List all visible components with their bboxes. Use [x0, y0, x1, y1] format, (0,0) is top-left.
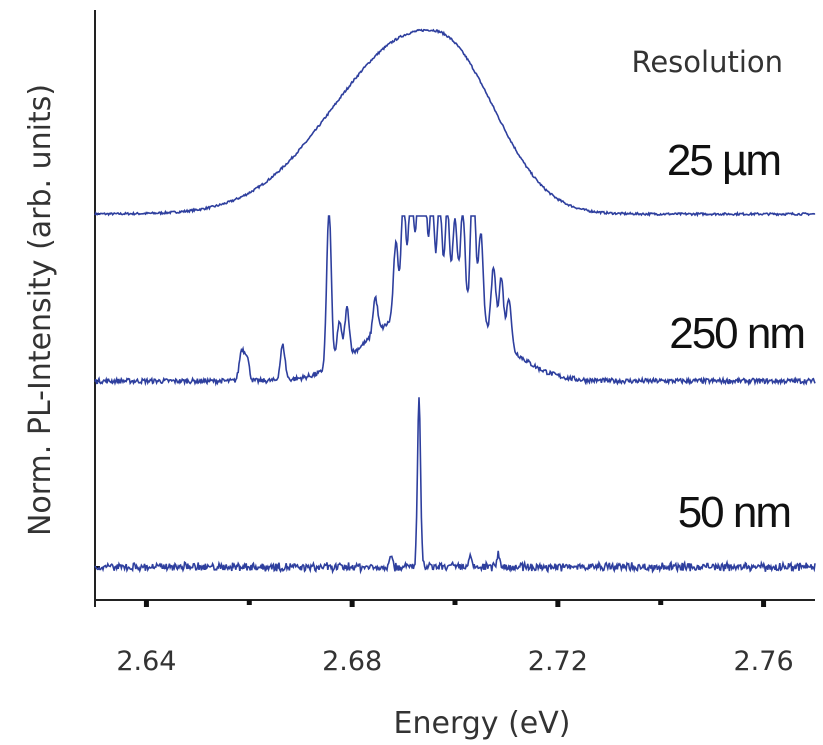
- x-ticks: [95, 213, 767, 607]
- series-line-0: [94, 28, 816, 218]
- x-tick-label: 2.68: [322, 646, 382, 677]
- x-tick-label: 2.72: [528, 646, 588, 677]
- x-tick-label: 2.64: [116, 646, 176, 677]
- series-label-50nm: 50 nm: [678, 488, 790, 537]
- x-tick-labels: 2.64 2.68 2.72 2.76: [116, 646, 793, 677]
- series-line-2: [94, 397, 816, 575]
- series-label-25um: 25 µm: [667, 136, 780, 185]
- x-tick-label: 2.76: [734, 646, 794, 677]
- x-axis-title: Energy (eV): [394, 706, 571, 741]
- series-label-250nm: 250 nm: [669, 309, 804, 358]
- y-axis-title: Norm. PL-Intensity (arb. units): [23, 84, 58, 536]
- series-line-1: [94, 215, 816, 387]
- legend-title: Resolution: [631, 45, 783, 79]
- series-lines: [94, 28, 816, 575]
